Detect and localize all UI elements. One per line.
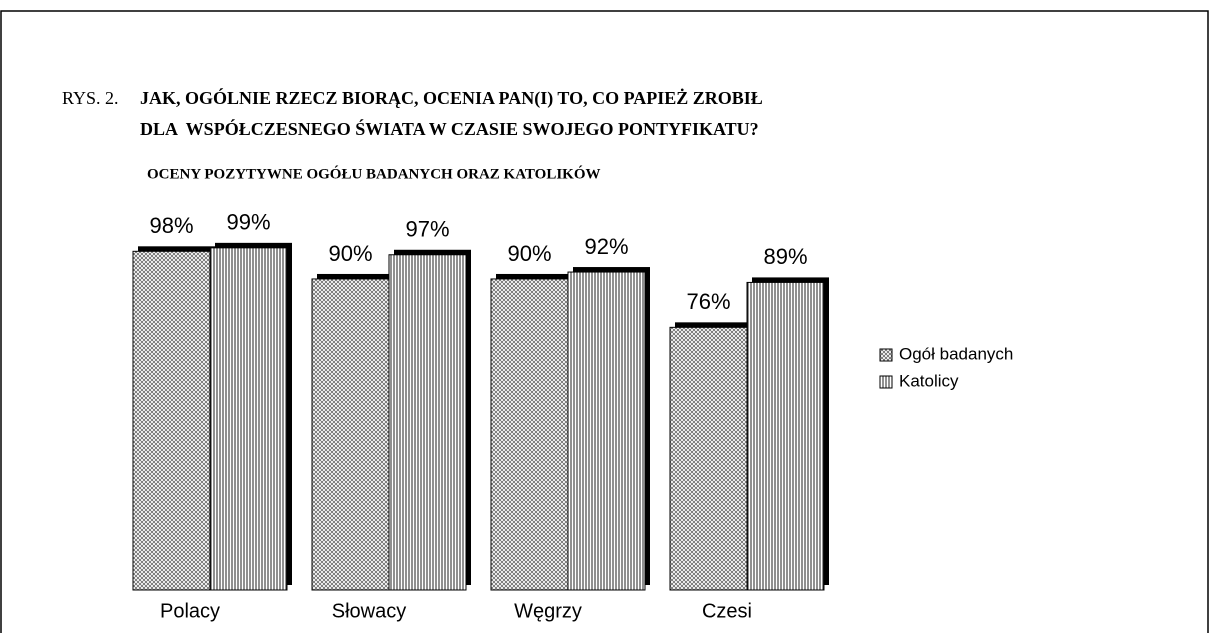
data-label: 97% bbox=[405, 217, 449, 242]
bar bbox=[311, 278, 390, 591]
frame bbox=[0, 10, 1209, 633]
data-label: 99% bbox=[226, 210, 270, 235]
bar bbox=[209, 247, 288, 591]
data-label: 90% bbox=[328, 241, 372, 266]
legend-label: Katolicy bbox=[899, 371, 959, 390]
legend-label: Ogół badanych bbox=[899, 344, 1013, 363]
x-tick-label: Czesi bbox=[702, 600, 752, 622]
chart-title: DLA WSPÓŁCZESNEGO ŚWIATA W CZASIE SWOJEG… bbox=[140, 118, 759, 139]
data-label: 98% bbox=[149, 213, 193, 238]
data-label: 92% bbox=[584, 234, 628, 259]
x-tick-label: Polacy bbox=[160, 600, 220, 622]
data-label: 89% bbox=[763, 244, 807, 269]
bar bbox=[132, 250, 211, 591]
data-label: 76% bbox=[686, 289, 730, 314]
bar bbox=[490, 278, 569, 591]
bar bbox=[746, 281, 825, 591]
x-tick-label: Węgrzy bbox=[514, 600, 582, 622]
chart-title: JAK, OGÓLNIE RZECZ BIORĄC, OCENIA PAN(I)… bbox=[140, 87, 763, 109]
x-tick-label: Słowacy bbox=[332, 600, 406, 622]
legend-swatch bbox=[879, 348, 893, 362]
legend-swatch bbox=[879, 375, 893, 389]
bar bbox=[669, 326, 748, 591]
bar bbox=[388, 254, 467, 591]
bar bbox=[567, 271, 646, 591]
chart-subtitle: OCENY POZYTYWNE OGÓŁU BADANYCH ORAZ KATO… bbox=[147, 165, 601, 182]
figure-label: RYS. 2. bbox=[62, 88, 119, 108]
data-label: 90% bbox=[507, 241, 551, 266]
